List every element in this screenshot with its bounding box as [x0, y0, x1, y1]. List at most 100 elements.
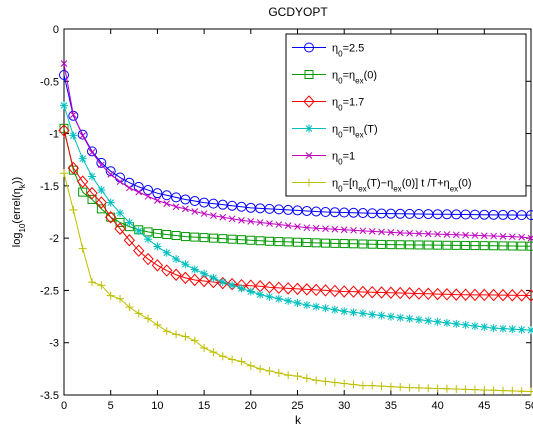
data-point: [97, 186, 106, 195]
data-point: [301, 283, 313, 296]
data-point: [218, 278, 227, 287]
data-point: [172, 255, 181, 264]
data-point: [386, 382, 395, 391]
y-tick-label: -3: [49, 338, 59, 350]
data-point: [264, 236, 274, 246]
legend-label: η0=[ηex(T)−ηex(0)] t /T+ηex(0): [332, 178, 472, 194]
data-point: [462, 231, 469, 239]
data-point: [339, 239, 349, 249]
series-2: [59, 123, 533, 251]
data-point: [330, 378, 339, 387]
data-point: [60, 60, 68, 67]
data-point: [274, 369, 283, 378]
data-point: [443, 231, 451, 238]
series-4: [60, 101, 533, 335]
data-point: [162, 229, 172, 239]
data-point: [321, 304, 330, 313]
data-point: [161, 190, 172, 201]
data-point: [302, 374, 311, 383]
data-point: [340, 307, 349, 316]
data-point: [489, 386, 498, 395]
data-point: [95, 196, 108, 209]
data-point: [359, 227, 367, 235]
data-point: [69, 111, 77, 119]
data-point: [105, 166, 116, 177]
data-point: [246, 361, 255, 370]
data-point: [422, 287, 434, 301]
data-point: [162, 248, 171, 257]
data-point: [246, 287, 255, 296]
data-point: [386, 312, 395, 321]
data-point: [415, 230, 423, 237]
data-point: [490, 232, 497, 240]
data-point: [87, 194, 97, 204]
legend-label: η0=1: [332, 151, 355, 167]
data-point: [358, 309, 367, 318]
data-point: [265, 366, 274, 375]
legend-box: [285, 33, 527, 197]
data-point: [340, 379, 349, 388]
data-point: [153, 320, 162, 329]
data-point: [134, 309, 143, 318]
data-point: [302, 238, 312, 248]
data-point: [349, 308, 358, 317]
data-point: [480, 323, 489, 332]
data-point: [433, 384, 442, 393]
data-point: [180, 232, 190, 242]
data-point: [247, 218, 255, 225]
data-point: [461, 320, 470, 329]
data-point: [126, 184, 133, 192]
x-tick-label: 0: [61, 400, 67, 412]
data-point: [152, 228, 162, 238]
y-tick-label: -2: [49, 233, 59, 245]
data-point: [190, 265, 199, 274]
data-point: [358, 381, 367, 390]
data-point: [219, 213, 227, 221]
data-point: [144, 235, 153, 244]
data-point: [303, 224, 311, 232]
data-point: [282, 282, 294, 295]
data-point: [433, 317, 442, 326]
data-point: [227, 234, 237, 244]
data-point: [273, 281, 285, 295]
data-point: [143, 185, 154, 196]
data-point: [322, 225, 329, 233]
data-point: [442, 318, 451, 327]
data-point: [375, 286, 388, 299]
data-point: [450, 288, 462, 301]
data-point: [208, 233, 218, 243]
data-point: [86, 186, 98, 200]
data-point: [88, 172, 97, 181]
legend-marker: [305, 124, 313, 133]
data-point: [69, 205, 78, 214]
legend-marker: [303, 95, 315, 108]
data-point: [106, 198, 115, 207]
data-point: [405, 383, 414, 392]
data-point: [171, 192, 182, 203]
data-point: [330, 238, 340, 248]
data-point: [498, 324, 507, 333]
x-tick-label: 25: [291, 400, 303, 412]
data-point: [480, 232, 488, 240]
data-point: [442, 240, 452, 250]
data-point: [107, 171, 115, 178]
data-point: [152, 188, 163, 199]
data-point: [527, 387, 533, 396]
data-point: [442, 384, 451, 393]
legend-label: η0=2.5: [332, 43, 364, 59]
data-point: [236, 235, 246, 245]
data-point: [479, 241, 489, 251]
data-point: [350, 226, 357, 234]
data-point: [209, 348, 218, 357]
data-point: [461, 385, 470, 394]
data-point: [424, 230, 432, 238]
series-line: [63, 74, 531, 216]
data-point: [88, 278, 97, 287]
data-point: [200, 343, 209, 352]
data-point: [217, 276, 229, 290]
data-point: [134, 226, 143, 235]
data-point: [377, 382, 386, 391]
data-point: [508, 325, 517, 334]
data-point: [293, 298, 302, 307]
data-point: [461, 240, 471, 250]
